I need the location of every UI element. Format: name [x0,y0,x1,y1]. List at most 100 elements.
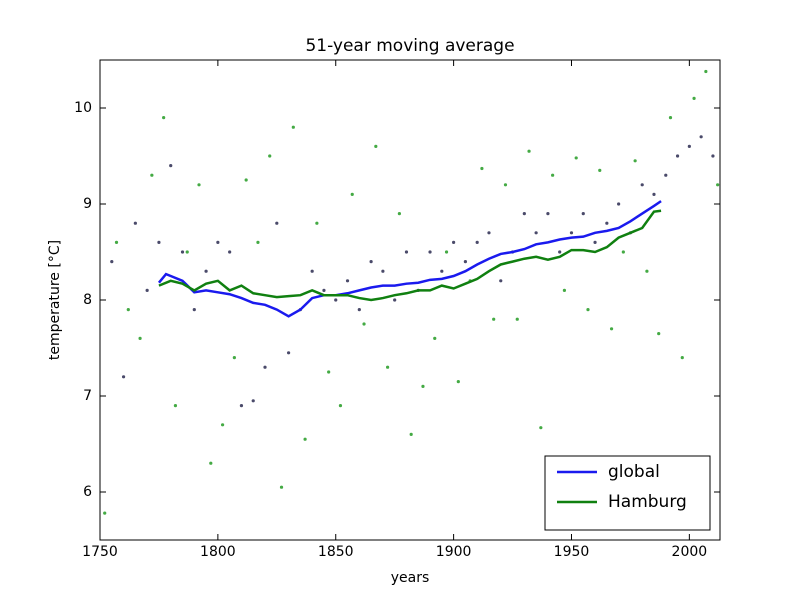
scatter-point [711,154,715,158]
scatter-point [421,384,425,388]
scatter-point [522,212,526,216]
scatter-point [487,231,491,235]
scatter-point [716,183,720,187]
scatter-point [558,250,562,254]
scatter-point [279,485,284,489]
chart-title: 51-year moving average [305,36,514,56]
scatter-point [605,221,609,225]
scatter-point [562,288,567,292]
scatter-point [327,370,331,374]
scatter-point [275,221,279,225]
scatter-point [551,173,555,177]
x-axis-label: years [391,570,430,586]
scatter-point [386,365,390,369]
scatter-point [374,144,378,148]
legend: global Hamburg [544,455,711,531]
scatter-point [220,423,225,427]
scatter-point [598,168,602,172]
legend-box [544,455,711,531]
scatter-point [440,269,444,273]
scatter-point [121,375,126,379]
scatter-point [263,365,267,369]
scatter-point [539,426,543,430]
scatter-point [409,432,413,436]
scatter-point [291,125,295,129]
scatter-point [645,269,649,273]
scatter-point [480,166,484,171]
scatter-point [216,240,220,244]
scatter-point [126,308,130,312]
scatter-point [428,250,432,254]
scatter-point [315,221,319,225]
scatter-point [515,317,519,321]
scatter-point [103,511,107,515]
y-tick-label: 6 [83,484,92,500]
scatter-point [699,135,703,139]
scatter-point [286,351,291,355]
scatter-point [169,164,173,168]
scatter-point [503,183,508,187]
scatter-point [110,260,114,264]
scatter-point [180,250,185,254]
scatter-point [657,332,661,336]
scatter-point [232,356,236,360]
line [158,209,662,302]
scatter-point [239,404,244,408]
scatter-point [268,154,272,158]
scatter-point [499,279,503,283]
legend-label: global [608,462,660,482]
scatter-point [114,240,119,244]
scatter-point [687,144,691,148]
y-tick-label: 8 [83,292,92,308]
x-tick-label: 1950 [554,544,590,560]
scatter-point [452,240,456,244]
scatter-point [633,159,637,163]
scatter-point [617,202,621,206]
scatter-point [173,404,178,408]
scatter-point [444,250,449,254]
scatter-point [350,192,354,196]
scatter-point [397,212,401,216]
scatter-point [145,288,149,292]
scatter-point [652,192,656,196]
x-tick-label: 2000 [672,544,708,560]
scatter-point [322,288,326,292]
scatter-point [381,269,385,273]
scatter-point [138,336,142,340]
scatter-point [569,231,574,235]
scatter-point [609,327,614,331]
x-tick-label: 1900 [436,544,472,560]
scatter-point [393,298,397,302]
scatter-point [581,212,585,216]
y-axis-label: temperature [°C] [47,240,63,360]
y-tick-label: 10 [74,100,92,116]
scatter-point [574,156,578,160]
scatter-point [593,240,597,244]
scatter-point [192,308,196,312]
scatter-point [338,404,343,408]
scatter-point [303,437,307,441]
scatter-point [704,69,708,74]
scatter-point [197,183,201,187]
scatter-point [664,173,668,177]
x-tick-label: 1800 [200,544,236,560]
scatter-point [150,173,154,177]
scatter-point [456,380,460,384]
scatter-point [310,269,314,273]
scatter-point [534,231,538,235]
line [157,200,662,318]
y-tick-label: 7 [83,388,92,404]
scatter-point [204,269,208,273]
scatter-point [475,240,479,244]
scatter-point [162,116,166,120]
scatter-point [157,240,161,244]
legend-label: Hamburg [608,492,687,512]
scatter-point [668,116,673,120]
scatter-point [586,308,590,312]
scatter-point [185,250,189,254]
scatter-point [209,461,213,465]
scatter-point [640,183,644,187]
scatter-point [433,336,437,340]
